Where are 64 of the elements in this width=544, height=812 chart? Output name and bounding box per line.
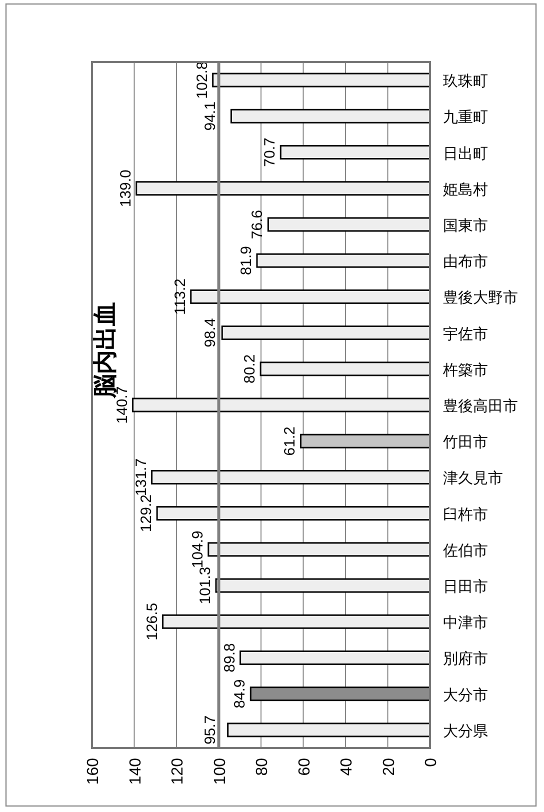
y-tick-label: 日出町: [443, 145, 488, 162]
x-tick-label: 160: [85, 758, 102, 785]
y-tick-label: 中津市: [443, 614, 488, 632]
bar: [162, 614, 431, 629]
data-label: 89.8: [221, 643, 238, 672]
data-label: 104.9: [189, 530, 206, 568]
x-tick-label: 100: [212, 758, 229, 785]
y-tick-label: 大分県: [443, 722, 488, 740]
data-label: 61.2: [282, 426, 299, 456]
y-tick-label: 佐伯市: [443, 542, 488, 560]
bar: [208, 542, 431, 557]
y-tick-label: 日田市: [443, 578, 488, 596]
y-tick-label: 臼杵市: [443, 506, 488, 524]
bar: [227, 722, 431, 738]
y-tick-label: 姫島村: [443, 181, 488, 198]
data-label: 94.1: [202, 102, 219, 131]
data-label: 81.9: [238, 246, 255, 276]
bar: [132, 398, 431, 412]
x-tick-label: 60: [296, 758, 314, 776]
bar: [280, 145, 431, 160]
y-tick-label: 竹田市: [443, 434, 488, 452]
y-tick-label: 九重町: [443, 109, 488, 126]
data-label: 131.7: [132, 458, 150, 496]
y-tick-label: 由布市: [443, 254, 488, 271]
y-tick-label: 玖珠町: [443, 73, 488, 90]
y-tick-label: 豊後高田市: [443, 398, 518, 415]
bar: [256, 253, 431, 268]
x-tick-label: 40: [338, 758, 356, 776]
x-tick-label: 20: [380, 758, 398, 776]
bar: [151, 470, 431, 484]
bar: [260, 362, 431, 376]
data-label: 101.3: [197, 566, 214, 604]
x-tick-label: 80: [254, 758, 271, 776]
y-tick-label: 杵築市: [442, 362, 488, 379]
data-label: 84.9: [232, 679, 249, 708]
bar: [190, 289, 431, 304]
y-tick-label: 豊後大野市: [443, 290, 518, 307]
data-label: 139.0: [117, 170, 134, 208]
data-label: 102.8: [194, 61, 211, 99]
bar: [212, 72, 431, 88]
data-label: 129.2: [138, 494, 156, 532]
bar: [221, 326, 431, 340]
data-label: 76.6: [249, 210, 266, 240]
bar: [240, 650, 431, 665]
data-label: 80.2: [242, 354, 259, 384]
x-tick-label: 0: [423, 758, 440, 767]
data-label: 98.4: [202, 318, 219, 348]
x-tick-label: 120: [170, 758, 186, 785]
bar: [156, 506, 431, 521]
bar: [136, 181, 431, 196]
data-label: 113.2: [172, 278, 189, 315]
x-tick-label: 140: [127, 758, 144, 785]
bar: [215, 578, 431, 593]
y-tick-label: 津久見市: [443, 470, 503, 488]
data-label: 95.7: [202, 715, 219, 745]
y-tick-label: 大分市: [443, 686, 488, 704]
data-label: 70.7: [262, 138, 279, 167]
bar: [230, 108, 431, 124]
bar: [300, 434, 431, 448]
bar: [267, 217, 431, 232]
y-tick-label: 別府市: [443, 650, 488, 668]
data-label: 126.5: [144, 602, 161, 640]
y-tick-label: 国東市: [443, 217, 488, 234]
y-tick-label: 宇佐市: [443, 326, 488, 343]
